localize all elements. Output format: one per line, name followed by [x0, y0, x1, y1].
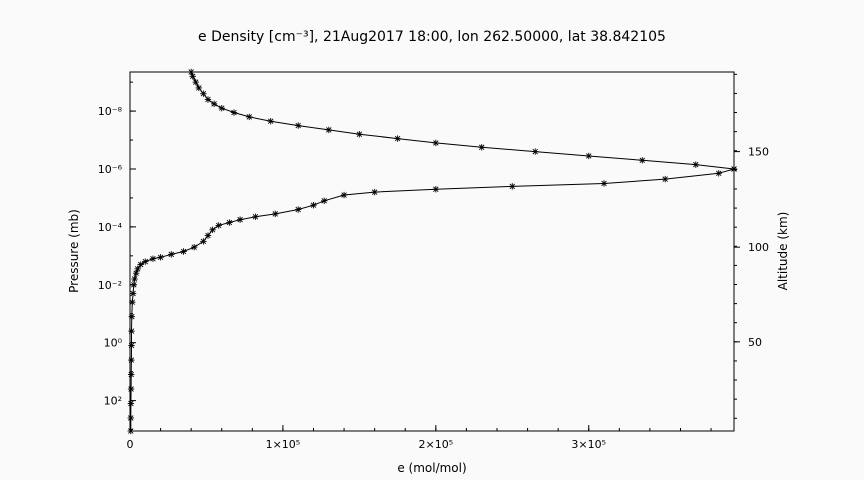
data-point	[128, 371, 135, 378]
y-axis-right: 50 100 150	[734, 73, 769, 419]
data-point	[325, 126, 332, 134]
data-point	[692, 161, 699, 168]
y-tick-label: 10⁰	[104, 337, 123, 350]
series-group	[127, 68, 738, 435]
data-point	[432, 186, 440, 193]
data-point	[730, 165, 738, 173]
x-tick-label: 1×10⁵	[266, 438, 301, 451]
x-axis-label: e (mol/mol)	[397, 461, 466, 475]
data-point	[585, 152, 592, 160]
y-axis-left: 10⁻⁸ 10⁻⁶ 10⁻⁴ 10⁻² 10⁰ 10²	[98, 81, 136, 431]
data-point	[218, 104, 225, 112]
y-tick-label: 10⁻⁶	[98, 163, 123, 176]
data-point	[137, 261, 144, 268]
data-point	[200, 90, 207, 97]
y2-tick-label: 50	[748, 336, 762, 349]
data-point	[236, 216, 244, 223]
data-point	[168, 251, 175, 258]
data-point	[195, 84, 203, 92]
data-point	[295, 122, 302, 129]
x-tick-label: 0	[127, 438, 134, 451]
y-tick-label: 10⁻⁴	[98, 221, 123, 234]
y2-tick-label: 100	[748, 241, 769, 254]
data-point	[394, 135, 401, 142]
data-point	[129, 298, 136, 306]
y-tick-label: 10⁻⁸	[98, 105, 123, 118]
data-point	[432, 139, 440, 147]
chart-title: e Density [cm⁻³], 21Aug2017 18:00, lon 2…	[198, 29, 666, 45]
data-point	[371, 188, 378, 196]
data-point	[157, 254, 164, 261]
data-point	[310, 201, 317, 209]
data-point	[230, 109, 238, 116]
plot-frame	[129, 71, 735, 432]
data-point	[192, 78, 199, 86]
data-point	[134, 265, 141, 273]
data-point	[209, 226, 216, 233]
y2-axis-label: Altitude (km)	[776, 212, 790, 291]
data-point	[215, 222, 222, 229]
y-tick-label: 10⁻²	[98, 279, 122, 292]
series-line-2	[190, 71, 735, 170]
data-point	[130, 281, 138, 288]
data-point	[226, 219, 233, 226]
data-point	[509, 183, 516, 190]
y-tick-label: 10²	[104, 395, 122, 408]
x-axis: 0 1×10⁵ 2×10⁵ 3×10⁵	[127, 425, 712, 451]
data-point	[191, 243, 198, 251]
data-point	[127, 427, 134, 435]
data-point	[127, 385, 135, 393]
data-point	[149, 255, 157, 262]
data-point	[128, 327, 135, 335]
data-point	[131, 275, 138, 283]
data-point	[340, 191, 348, 199]
data-point	[128, 313, 136, 320]
data-point	[129, 290, 137, 297]
data-point	[272, 210, 279, 218]
data-point	[128, 356, 135, 364]
y-axis-label: Pressure (mb)	[67, 209, 81, 293]
data-point	[295, 206, 302, 213]
x-tick-label: 2×10⁵	[419, 438, 454, 451]
data-point	[210, 100, 218, 108]
data-point	[661, 175, 669, 183]
data-point	[246, 113, 253, 121]
data-point	[187, 68, 195, 76]
data-point	[320, 197, 328, 205]
data-point	[252, 213, 259, 220]
data-point	[715, 170, 722, 177]
series-line-1	[130, 168, 735, 431]
data-point	[128, 342, 135, 349]
data-point	[532, 148, 539, 155]
data-point	[127, 400, 135, 407]
data-point	[127, 414, 134, 422]
data-point	[180, 248, 187, 255]
data-point	[478, 144, 485, 151]
data-point	[600, 180, 608, 187]
data-point	[204, 232, 212, 239]
data-point	[200, 238, 207, 245]
data-point	[142, 258, 149, 265]
data-point	[356, 131, 363, 138]
data-point	[267, 118, 274, 125]
y2-tick-label: 150	[748, 146, 769, 159]
data-point	[639, 157, 646, 164]
x-tick-label: 3×10⁵	[571, 438, 606, 451]
data-point	[189, 73, 196, 80]
data-point	[204, 96, 212, 103]
